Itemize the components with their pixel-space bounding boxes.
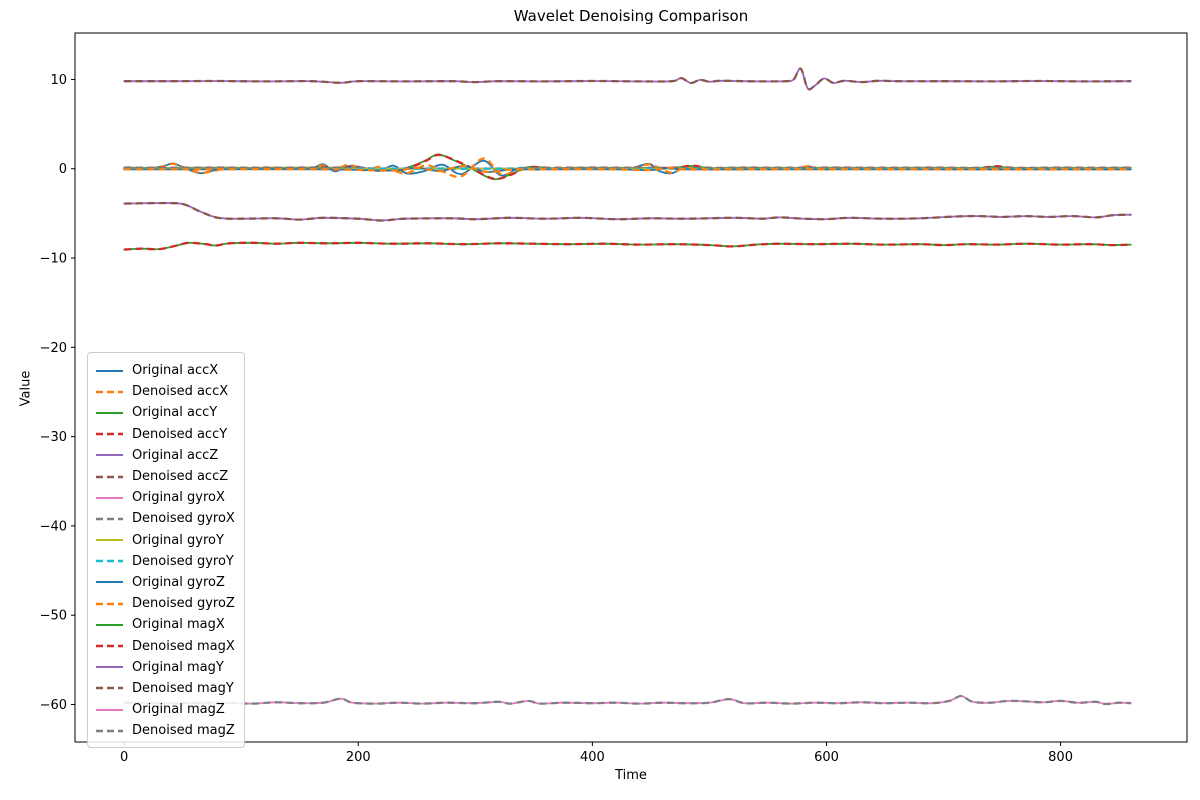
legend-item-label: Original gyroY: [132, 532, 224, 548]
legend-item-label: Denoised gyroX: [132, 511, 235, 527]
legend-item-denoised-accX: Denoised accX: [96, 381, 236, 402]
legend-item-label: Original accY: [132, 405, 218, 421]
legend-solid-line-icon: [96, 454, 123, 457]
y-tick-label: −40: [40, 519, 67, 534]
legend-item-original-magX: Original magX: [96, 614, 236, 635]
legend-item-label: Original gyroX: [132, 490, 225, 506]
series-denoised-magY: [124, 201, 1131, 222]
x-tick-label: 200: [346, 750, 371, 765]
y-axis-label: Value: [18, 370, 34, 407]
legend-dashed-line-icon: [96, 432, 123, 436]
legend-dashed-line-icon: [96, 687, 123, 690]
legend-solid-line-icon: [96, 708, 123, 711]
x-tick-label: 600: [814, 750, 839, 765]
legend-solid-line-icon: [96, 666, 123, 669]
legend-item-original-magY: Original magY: [96, 657, 236, 678]
legend-item-label: Denoised accY: [132, 426, 228, 442]
legend-item-original-gyroY: Original gyroY: [96, 530, 236, 551]
y-tick-label: −60: [40, 698, 67, 713]
series-original-magZ: [123, 695, 1132, 705]
legend-dashed-line-icon: [96, 559, 123, 563]
legend-item-denoised-gyroY: Denoised gyroY: [96, 551, 236, 572]
legend-item-label: Denoised magX: [132, 638, 235, 654]
x-axis-label: Time: [615, 768, 647, 783]
legend-solid-line-icon: [96, 539, 123, 542]
legend-solid-line-icon: [96, 369, 123, 372]
legend-item-denoised-magY: Denoised magY: [96, 678, 236, 699]
legend-item-label: Original accZ: [132, 447, 219, 463]
x-tick-label: 800: [1048, 750, 1073, 765]
legend-item-label: Denoised magY: [132, 680, 234, 696]
x-tick-label: 400: [580, 750, 605, 765]
legend-item-denoised-gyroZ: Denoised gyroZ: [96, 593, 236, 614]
legend-dashed-line-icon: [96, 729, 123, 733]
series-denoised-magX: [124, 241, 1131, 251]
chart-title: Wavelet Denoising Comparison: [513, 7, 749, 25]
series-original-accZ: [123, 67, 1132, 91]
legend-item-label: Original accX: [132, 363, 219, 379]
y-tick-label: −10: [40, 252, 67, 267]
legend-item-label: Denoised gyroY: [132, 553, 234, 569]
legend-dashed-line-icon: [96, 644, 123, 648]
legend-item-label: Original magY: [132, 659, 224, 675]
legend-item-denoised-magZ: Denoised magZ: [96, 720, 236, 741]
legend-item-original-gyroZ: Original gyroZ: [96, 572, 236, 593]
legend-item-label: Original gyroZ: [132, 574, 225, 590]
legend-dashed-line-icon: [96, 390, 123, 394]
legend-dashed-line-icon: [96, 475, 123, 478]
legend-item-label: Original magX: [132, 617, 225, 633]
legend-item-label: Original magZ: [132, 702, 225, 718]
legend-item-label: Denoised magZ: [132, 723, 235, 739]
legend-item-original-accZ: Original accZ: [96, 445, 236, 466]
y-tick-label: 10: [50, 73, 67, 88]
legend-dashed-line-icon: [96, 602, 123, 605]
legend-dashed-line-icon: [96, 517, 123, 521]
y-tick-label: −20: [40, 341, 67, 356]
legend-item-original-accX: Original accX: [96, 360, 236, 381]
legend-item-label: Denoised gyroZ: [132, 596, 235, 612]
x-tick-label: 0: [120, 750, 128, 765]
legend-item-denoised-magX: Denoised magX: [96, 635, 236, 656]
legend-item-original-magZ: Original magZ: [96, 699, 236, 720]
series-denoised-magZ: [124, 694, 1131, 706]
legend-item-denoised-gyroX: Denoised gyroX: [96, 508, 236, 529]
legend-item-denoised-accZ: Denoised accZ: [96, 466, 236, 487]
axes-frame: [74, 32, 1188, 743]
series-denoised-accY: [124, 153, 1131, 181]
legend: Original accX Denoised accX Original accY D…: [87, 352, 245, 749]
y-tick-label: −50: [40, 609, 67, 624]
legend-solid-line-icon: [96, 581, 123, 584]
legend-solid-line-icon: [96, 411, 123, 414]
y-tick-label: 0: [59, 162, 67, 177]
legend-item-label: Denoised accX: [132, 384, 229, 400]
y-tick-label: −30: [40, 430, 67, 445]
legend-item-original-gyroX: Original gyroX: [96, 487, 236, 508]
series-denoised-accZ: [124, 67, 1131, 91]
series-denoised-gyroZ: [124, 164, 1131, 174]
legend-item-original-accY: Original accY: [96, 402, 236, 423]
legend-item-denoised-accY: Denoised accY: [96, 424, 236, 445]
legend-solid-line-icon: [96, 623, 123, 626]
legend-item-label: Denoised accZ: [132, 469, 229, 485]
legend-solid-line-icon: [96, 496, 123, 499]
